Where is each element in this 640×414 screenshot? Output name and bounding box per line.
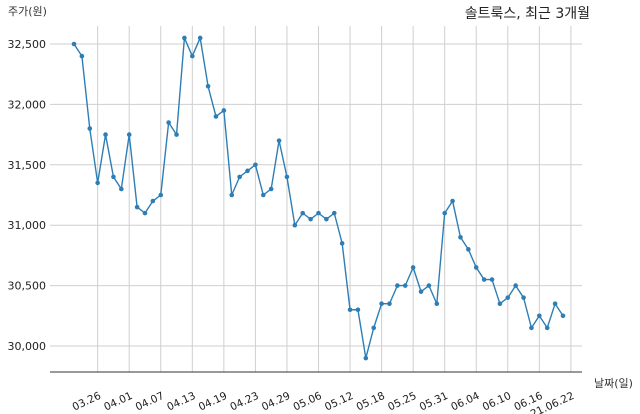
- data-point: [513, 283, 518, 288]
- data-point: [426, 283, 432, 288]
- x-tick-labels: 03.26 04.01 04.07 04.13 04.19 04.23 04.29 05.06…: [71, 390, 577, 414]
- data-point: [395, 283, 400, 288]
- x-tick-label: 06.04: [449, 390, 482, 414]
- data-point: [111, 174, 116, 180]
- data-point: [229, 192, 235, 198]
- data-point: [190, 53, 195, 59]
- data-point: [434, 301, 440, 307]
- y-tick-label: 30,000: [8, 340, 47, 353]
- x-tick-label: 05.18: [355, 390, 387, 414]
- data-point: [560, 313, 566, 319]
- x-tick-label: 05.12: [323, 390, 355, 414]
- data-point: [466, 247, 471, 252]
- data-point: [166, 120, 171, 125]
- data-point: [292, 222, 298, 228]
- x-tick-label: 04.01: [102, 390, 134, 414]
- data-point: [221, 108, 227, 113]
- data-point: [276, 138, 282, 143]
- price-series: [71, 35, 566, 361]
- data-point: [308, 216, 313, 222]
- data-point: [87, 126, 93, 131]
- data-point: [521, 295, 526, 300]
- data-point: [268, 186, 274, 192]
- data-point: [489, 277, 495, 282]
- data-point: [458, 234, 463, 240]
- data-point: [552, 301, 558, 307]
- x-tick-label: 03.26: [71, 390, 104, 414]
- y-tick-label: 32,000: [8, 98, 47, 111]
- data-point: [331, 210, 337, 216]
- data-point: [103, 132, 108, 137]
- data-point: [182, 35, 187, 41]
- y-tick-label: 30,500: [8, 280, 47, 293]
- data-point: [134, 204, 140, 210]
- x-tick-label: 05.25: [386, 390, 418, 414]
- data-point: [473, 265, 479, 270]
- x-tick-label: 04.23: [228, 390, 260, 414]
- data-point: [237, 174, 242, 180]
- data-point: [410, 265, 416, 270]
- x-tick-label: 06.10: [481, 390, 513, 414]
- data-point: [497, 301, 503, 307]
- data-point: [245, 168, 250, 174]
- data-point: [142, 210, 148, 216]
- data-point: [363, 355, 369, 361]
- y-axis-label: 주가(원): [8, 5, 47, 18]
- x-tick-label: 04.29: [260, 390, 292, 414]
- data-point: [544, 325, 550, 331]
- data-point: [529, 325, 534, 331]
- y-tick-label: 32,500: [8, 38, 47, 51]
- data-point: [339, 241, 345, 246]
- data-point: [402, 283, 408, 288]
- data-point: [379, 301, 384, 307]
- x-tick-label: 05.31: [418, 390, 450, 414]
- x-tick-label: 04.13: [165, 390, 197, 414]
- data-point: [387, 301, 392, 307]
- x-tick-label: 04.07: [134, 390, 166, 414]
- data-point: [442, 210, 447, 216]
- data-point: [205, 83, 211, 89]
- data-point: [253, 162, 258, 168]
- data-point: [316, 210, 321, 216]
- y-tick-label: 31,000: [8, 219, 47, 232]
- data-point: [418, 289, 424, 294]
- data-point: [79, 53, 85, 59]
- data-point: [158, 192, 164, 198]
- chart-title: 솔트룩스, 최근 3개월: [465, 6, 590, 22]
- data-point: [371, 325, 377, 331]
- data-point: [537, 313, 542, 319]
- data-point: [300, 210, 306, 216]
- data-point: [197, 35, 203, 41]
- data-point: [260, 192, 266, 198]
- data-point: [174, 132, 179, 137]
- y-tick-labels: 30,000 30,500 31,000 31,500 32,000 32,500: [8, 38, 47, 353]
- grid-lines: [50, 26, 582, 372]
- data-point: [450, 198, 455, 204]
- x-tick-label: 05.06: [291, 390, 324, 414]
- data-point: [505, 295, 511, 300]
- data-point: [150, 198, 156, 204]
- y-tick-label: 31,500: [8, 159, 47, 172]
- data-point: [126, 132, 132, 137]
- data-point: [324, 216, 329, 222]
- x-axis-label: 날짜(일): [594, 376, 633, 390]
- data-point: [95, 180, 100, 186]
- data-point: [284, 174, 290, 180]
- data-point: [213, 114, 219, 119]
- data-point: [71, 41, 77, 47]
- data-point: [355, 307, 361, 313]
- data-point: [481, 277, 487, 282]
- data-point: [347, 307, 353, 313]
- x-tick-label: 04.19: [197, 390, 229, 414]
- data-point: [119, 186, 124, 192]
